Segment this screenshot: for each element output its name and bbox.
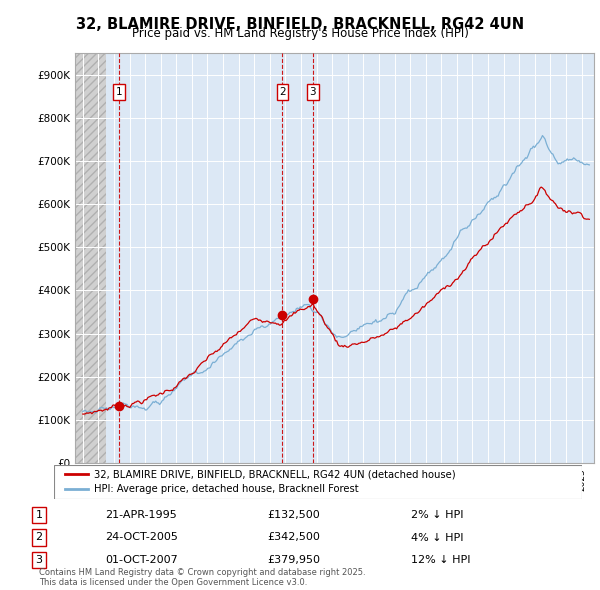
FancyBboxPatch shape <box>54 465 582 499</box>
Text: 2: 2 <box>35 533 43 542</box>
Text: 32, BLAMIRE DRIVE, BINFIELD, BRACKNELL, RG42 4UN (detached house): 32, BLAMIRE DRIVE, BINFIELD, BRACKNELL, … <box>94 469 455 479</box>
Text: 24-OCT-2005: 24-OCT-2005 <box>105 533 178 542</box>
Text: £132,500: £132,500 <box>267 510 320 520</box>
Bar <box>75 53 106 463</box>
Text: 01-OCT-2007: 01-OCT-2007 <box>105 555 178 565</box>
Text: 1: 1 <box>35 510 43 520</box>
Text: HPI: Average price, detached house, Bracknell Forest: HPI: Average price, detached house, Brac… <box>94 484 358 494</box>
Text: 2% ↓ HPI: 2% ↓ HPI <box>411 510 464 520</box>
Text: Price paid vs. HM Land Registry's House Price Index (HPI): Price paid vs. HM Land Registry's House … <box>131 27 469 40</box>
Text: Contains HM Land Registry data © Crown copyright and database right 2025.
This d: Contains HM Land Registry data © Crown c… <box>39 568 365 587</box>
Text: 1: 1 <box>115 87 122 97</box>
Text: 4% ↓ HPI: 4% ↓ HPI <box>411 533 464 542</box>
Text: 12% ↓ HPI: 12% ↓ HPI <box>411 555 470 565</box>
Text: 3: 3 <box>35 555 43 565</box>
Text: 32, BLAMIRE DRIVE, BINFIELD, BRACKNELL, RG42 4UN: 32, BLAMIRE DRIVE, BINFIELD, BRACKNELL, … <box>76 17 524 31</box>
Text: 2: 2 <box>279 87 286 97</box>
Text: £342,500: £342,500 <box>267 533 320 542</box>
Text: 3: 3 <box>310 87 316 97</box>
Text: £379,950: £379,950 <box>267 555 320 565</box>
Text: 21-APR-1995: 21-APR-1995 <box>105 510 177 520</box>
